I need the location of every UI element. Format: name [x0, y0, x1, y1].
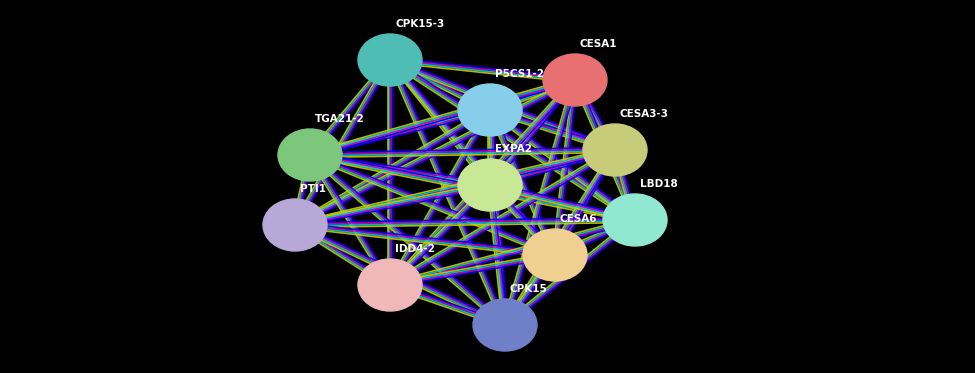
Text: PTI1: PTI1 [300, 184, 326, 194]
Ellipse shape [458, 84, 522, 136]
Text: CESA3-3: CESA3-3 [620, 109, 669, 119]
Ellipse shape [358, 259, 422, 311]
Ellipse shape [278, 129, 342, 181]
Text: LBD18: LBD18 [640, 179, 678, 189]
Text: CPK15: CPK15 [510, 284, 548, 294]
Ellipse shape [603, 194, 667, 246]
Ellipse shape [263, 199, 327, 251]
Ellipse shape [583, 124, 647, 176]
Ellipse shape [473, 299, 537, 351]
Text: TGA21-2: TGA21-2 [315, 114, 365, 124]
Ellipse shape [523, 229, 587, 281]
Text: CPK15-3: CPK15-3 [395, 19, 445, 29]
Text: CESA6: CESA6 [560, 214, 598, 224]
Ellipse shape [543, 54, 607, 106]
Text: EXPA2: EXPA2 [495, 144, 532, 154]
Text: P5CS1-2: P5CS1-2 [495, 69, 544, 79]
Ellipse shape [458, 159, 522, 211]
Text: IDD4-2: IDD4-2 [395, 244, 435, 254]
Ellipse shape [358, 34, 422, 86]
Text: CESA1: CESA1 [580, 39, 617, 49]
